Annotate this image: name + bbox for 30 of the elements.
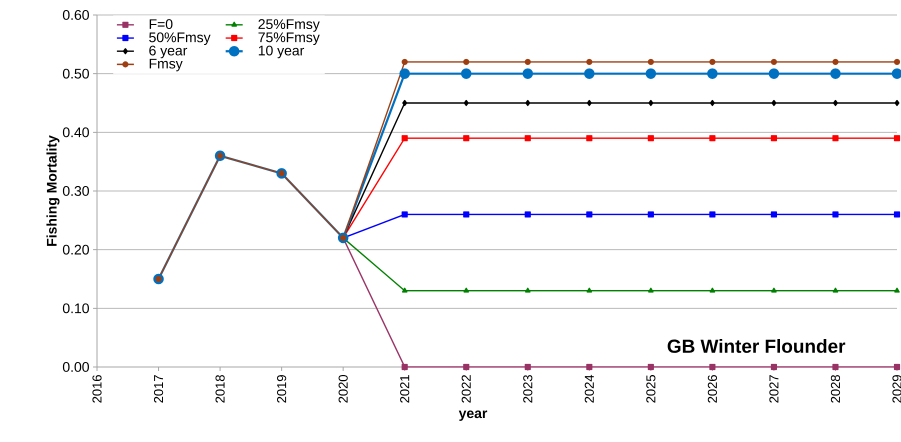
legend-label: 6 year: [149, 46, 188, 58]
x-tick-label: 2027: [769, 375, 779, 403]
legend-label: 50%Fmsy: [149, 32, 211, 46]
y-tick-label: 0.60: [62, 10, 89, 20]
legend-label: 10 year: [258, 46, 304, 58]
legend-label: Fmsy: [150, 58, 183, 72]
y-axis-title: Fishing Mortality: [46, 135, 60, 246]
y-tick-label: 0.00: [62, 362, 89, 372]
y-tick-label: 0.20: [62, 244, 89, 255]
x-tick-label: 2026: [708, 375, 717, 403]
x-tick-label: 2024: [584, 374, 594, 403]
x-tick-label: 2017: [154, 375, 164, 403]
x-tick-label: 2020: [338, 375, 348, 403]
legend-label: 75%Fmsy: [258, 32, 320, 45]
y-tick-label: 0.30: [62, 186, 89, 196]
x-tick-label: 2018: [216, 375, 225, 403]
x-tick-label: 2025: [646, 375, 656, 403]
x-tick-label: 2016: [92, 375, 102, 403]
y-tick-label: 0.40: [62, 127, 89, 138]
x-tick-label: 2022: [462, 375, 471, 403]
x-tick-label: 2021: [400, 375, 410, 403]
legend-label: 25%Fmsy: [258, 19, 320, 32]
x-tick-label: 2023: [523, 375, 532, 403]
x-tick-label: 2028: [830, 375, 840, 403]
x-tick-label: 2019: [277, 375, 286, 403]
y-tick-label: 0.10: [62, 303, 89, 314]
y-tick-label: 0.50: [62, 68, 89, 79]
legend-label: F=0: [150, 19, 172, 30]
annotation: GB Winter Flounder: [668, 339, 846, 353]
x-axis-title: year: [458, 410, 488, 421]
